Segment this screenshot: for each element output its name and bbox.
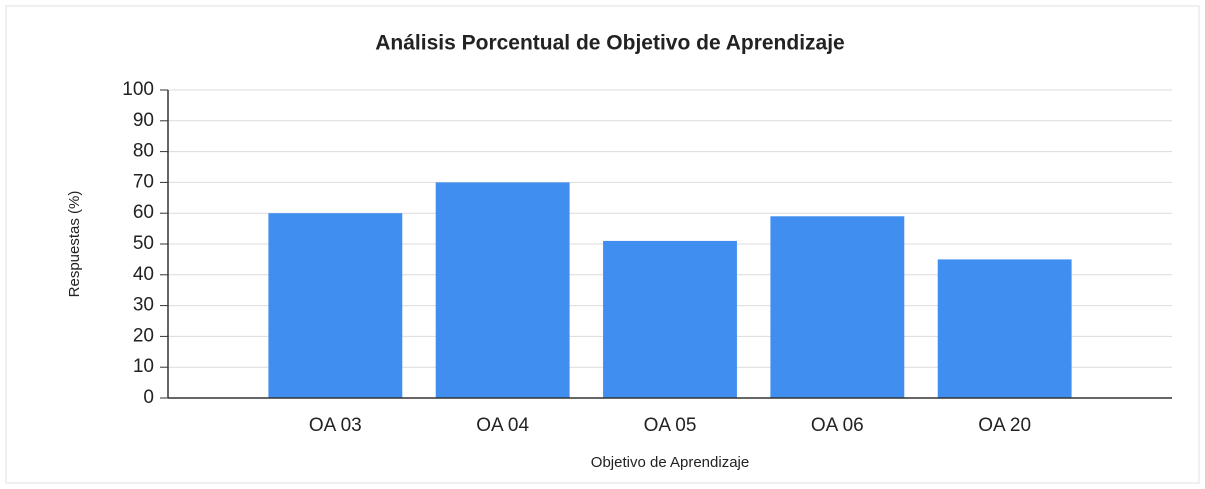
y-tick-label: 100: [122, 79, 154, 100]
x-tick-label: OA 20: [978, 415, 1031, 436]
y-tick-label: 0: [143, 387, 154, 408]
bar: [435, 182, 570, 398]
y-tick-label: 50: [133, 233, 154, 254]
y-tick-label: 80: [133, 141, 154, 162]
y-tick-label: 70: [133, 171, 154, 192]
x-tick-label: OA 05: [644, 415, 697, 436]
bar: [268, 213, 403, 398]
x-tick-label: OA 04: [476, 415, 529, 436]
y-axis-label: Respuestas (%): [66, 191, 83, 298]
chart-title: Análisis Porcentual de Objetivo de Apren…: [375, 32, 845, 55]
y-tick-label: 40: [133, 264, 154, 285]
bar: [937, 259, 1072, 398]
y-tick-label: 20: [133, 325, 154, 346]
y-tick-label: 30: [133, 295, 154, 316]
x-tick-label: OA 06: [811, 415, 864, 436]
bar: [770, 216, 905, 398]
x-tick-label: OA 03: [309, 415, 362, 436]
y-tick-label: 60: [133, 202, 154, 223]
y-tick-label: 10: [133, 356, 154, 377]
y-tick-label: 90: [133, 110, 154, 131]
x-axis-label: Objetivo de Aprendizaje: [591, 454, 749, 471]
bar: [603, 240, 737, 398]
